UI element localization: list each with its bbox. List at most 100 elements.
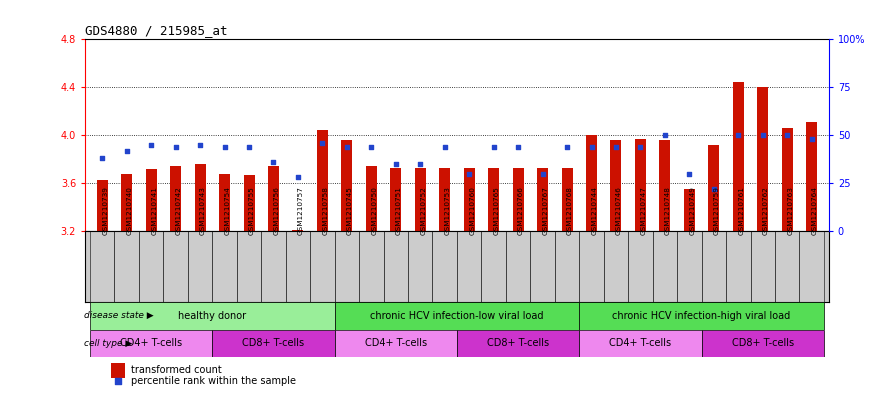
Bar — [457, 330, 580, 357]
Point — [584, 143, 599, 150]
Bar — [652, 231, 677, 302]
Point — [511, 143, 525, 150]
Text: transformed count: transformed count — [131, 365, 222, 375]
Text: CD8+ T-cells: CD8+ T-cells — [243, 338, 305, 349]
Bar — [555, 231, 580, 302]
Text: GSM1210763: GSM1210763 — [788, 186, 793, 235]
Text: percentile rank within the sample: percentile rank within the sample — [131, 376, 297, 386]
Text: CD4+ T-cells: CD4+ T-cells — [365, 338, 426, 349]
Bar — [262, 231, 286, 302]
Bar — [702, 330, 824, 357]
Bar — [757, 87, 768, 231]
Bar — [366, 166, 377, 231]
Point — [119, 147, 134, 154]
Text: GSM1210766: GSM1210766 — [518, 186, 524, 235]
Text: disease state ▶: disease state ▶ — [84, 311, 154, 320]
Text: GSM1210748: GSM1210748 — [665, 186, 671, 235]
Text: GSM1210756: GSM1210756 — [273, 186, 280, 235]
Text: GSM1210752: GSM1210752 — [420, 186, 426, 235]
Bar — [659, 140, 670, 231]
Bar — [415, 167, 426, 231]
Bar — [433, 231, 457, 302]
Point — [633, 143, 648, 150]
Bar — [702, 231, 726, 302]
Bar — [90, 231, 115, 302]
Text: GSM1210749: GSM1210749 — [689, 186, 695, 235]
Point — [291, 174, 306, 180]
Bar — [628, 231, 652, 302]
Text: GSM1210761: GSM1210761 — [738, 186, 745, 235]
Bar — [580, 302, 824, 330]
Text: GSM1210739: GSM1210739 — [102, 186, 108, 235]
Bar — [709, 145, 719, 231]
Bar — [139, 231, 163, 302]
Bar — [219, 174, 230, 231]
Bar — [170, 166, 181, 231]
Text: GSM1210745: GSM1210745 — [347, 186, 353, 235]
Bar — [537, 167, 548, 231]
Point — [364, 143, 378, 150]
Point — [560, 143, 574, 150]
Point — [168, 143, 183, 150]
Bar — [111, 363, 125, 378]
Point — [780, 132, 795, 138]
Bar — [439, 167, 450, 231]
Text: GSM1210741: GSM1210741 — [151, 186, 157, 235]
Text: GSM1210740: GSM1210740 — [126, 186, 133, 235]
Bar — [408, 231, 433, 302]
Bar — [726, 231, 751, 302]
Bar — [506, 231, 530, 302]
Bar — [610, 140, 622, 231]
Text: GSM1210751: GSM1210751 — [396, 186, 401, 235]
Text: CD8+ T-cells: CD8+ T-cells — [732, 338, 794, 349]
Bar — [163, 231, 188, 302]
Bar — [457, 231, 481, 302]
Bar — [580, 330, 702, 357]
Bar — [781, 128, 793, 231]
Text: GDS4880 / 215985_at: GDS4880 / 215985_at — [85, 24, 228, 37]
Bar — [90, 330, 212, 357]
Bar — [586, 135, 597, 231]
Bar — [292, 230, 304, 231]
Bar — [188, 231, 212, 302]
Text: healthy donor: healthy donor — [178, 311, 246, 321]
Point — [413, 161, 427, 167]
Text: GSM1210753: GSM1210753 — [444, 186, 451, 235]
Point — [805, 136, 819, 142]
Bar — [237, 231, 262, 302]
Text: chronic HCV infection-low viral load: chronic HCV infection-low viral load — [370, 311, 544, 321]
Bar — [268, 166, 279, 231]
Bar — [212, 231, 237, 302]
Text: GSM1210765: GSM1210765 — [494, 186, 500, 235]
Bar — [391, 167, 401, 231]
Bar — [97, 180, 108, 231]
Bar — [341, 140, 352, 231]
Bar — [90, 302, 334, 330]
Bar — [488, 167, 499, 231]
Text: GSM1210747: GSM1210747 — [641, 186, 646, 235]
Bar — [513, 167, 523, 231]
Bar — [310, 231, 334, 302]
Point — [731, 132, 745, 138]
Point — [755, 132, 770, 138]
Text: CD4+ T-cells: CD4+ T-cells — [120, 338, 182, 349]
Text: GSM1210767: GSM1210767 — [543, 186, 548, 235]
Point — [242, 143, 256, 150]
Bar — [481, 231, 506, 302]
Point — [389, 161, 403, 167]
Point — [487, 143, 501, 150]
Bar — [194, 164, 205, 231]
Bar — [751, 231, 775, 302]
Text: GSM1210762: GSM1210762 — [762, 186, 769, 235]
Bar — [286, 231, 310, 302]
Text: chronic HCV infection-high viral load: chronic HCV infection-high viral load — [613, 311, 790, 321]
Bar — [212, 330, 334, 357]
Bar — [383, 231, 408, 302]
Point — [707, 186, 721, 192]
Bar — [677, 231, 702, 302]
Bar — [562, 167, 573, 231]
Point — [536, 171, 550, 177]
Bar — [799, 231, 824, 302]
Bar — [359, 231, 383, 302]
Bar — [334, 231, 359, 302]
